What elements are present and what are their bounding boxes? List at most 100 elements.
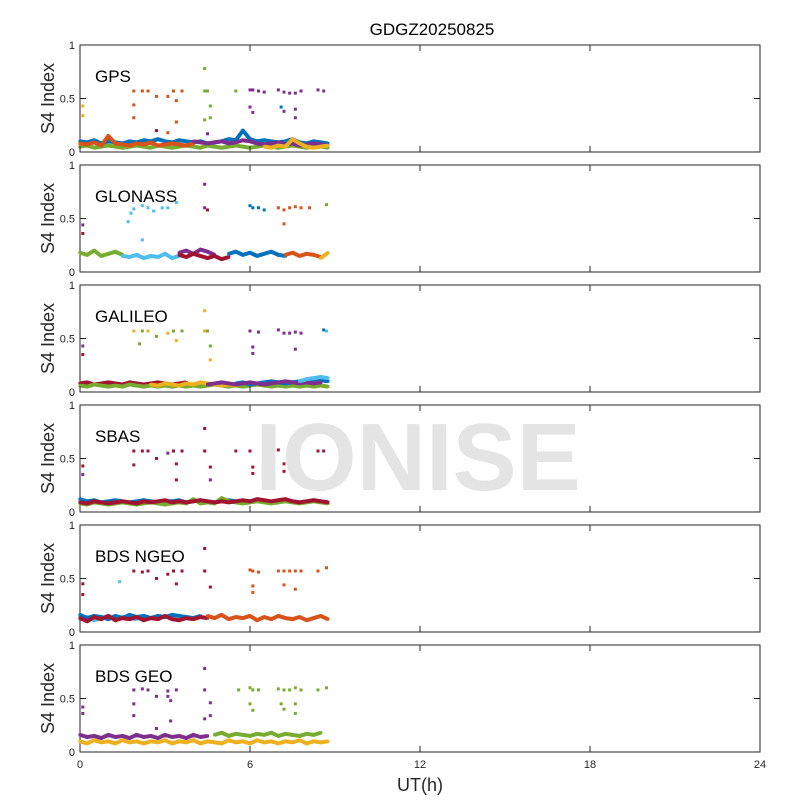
data-point (269, 381, 273, 385)
data-point (170, 613, 174, 617)
data-point (121, 616, 124, 620)
data-point (262, 138, 266, 142)
panel-gps: 0 0.5 1 S4 Index GPS (38, 40, 761, 159)
data-point (156, 499, 160, 503)
axes-box (79, 524, 761, 633)
data-point (220, 731, 224, 735)
outlier-point (203, 182, 207, 186)
data-point (206, 734, 209, 738)
outlier-point (251, 688, 255, 692)
data-point (234, 144, 238, 148)
outlier-point (288, 206, 292, 210)
outlier-point (81, 104, 85, 108)
data-point (298, 385, 302, 389)
data-point (121, 143, 124, 147)
outlier-point (208, 701, 212, 705)
data-point (170, 735, 174, 739)
data-point (220, 146, 224, 150)
outlier-point (248, 686, 252, 690)
outlier-point (140, 687, 144, 691)
data-point (255, 738, 259, 742)
outlier-point (155, 129, 158, 133)
data-point (206, 383, 209, 387)
outlier-point (288, 91, 292, 95)
outlier-point (251, 584, 255, 588)
data-point (312, 385, 316, 389)
x-tick-label: 12 (414, 759, 426, 771)
outlier-point (203, 569, 207, 573)
outlier-point (316, 688, 320, 692)
data-point (234, 732, 238, 736)
outlier-point (126, 220, 130, 224)
data-point (177, 384, 181, 388)
data-point (113, 618, 117, 622)
data-point (326, 739, 330, 743)
outlier-point (152, 209, 156, 213)
data-point (135, 381, 139, 385)
outlier-point (132, 463, 136, 467)
outlier-point (299, 89, 303, 93)
outlier-point (206, 208, 209, 212)
outlier-point (208, 478, 212, 482)
data-point (170, 146, 174, 150)
data-point (248, 380, 252, 384)
outlier-point (140, 449, 144, 453)
outlier-point (299, 688, 303, 692)
series-green-band (214, 730, 322, 738)
data-point (312, 616, 316, 620)
data-point (298, 500, 302, 504)
data-point (291, 740, 294, 744)
outlier-point (293, 330, 297, 334)
outlier-point (208, 714, 212, 718)
data-point (312, 379, 316, 383)
data-point (156, 144, 160, 148)
data-point (191, 497, 195, 501)
outlier-point (203, 309, 207, 313)
outlier-point (206, 329, 209, 333)
outlier-point (166, 451, 170, 455)
outlier-point (81, 231, 85, 235)
data-point (149, 734, 153, 738)
data-point (291, 617, 294, 621)
chart-title: GDGZ20250825 (370, 20, 495, 39)
outlier-point (166, 94, 170, 98)
data-point (213, 740, 217, 744)
outlier-point (325, 566, 328, 570)
y-tick-label: 1 (69, 520, 75, 532)
data-point (163, 384, 167, 388)
data-point (298, 141, 302, 145)
data-point (170, 741, 174, 745)
y-tick-label: 1 (69, 160, 75, 172)
data-point (248, 614, 252, 618)
data-point (326, 251, 330, 255)
data-point (234, 138, 238, 142)
data-point (269, 617, 273, 621)
outlier-point (146, 449, 150, 453)
outlier-point (155, 726, 158, 730)
panel-label: GPS (95, 67, 131, 86)
outlier-point (257, 206, 260, 210)
outlier-point (325, 203, 328, 207)
data-point (312, 498, 316, 502)
outlier-point (248, 204, 252, 208)
data-point (291, 384, 294, 388)
data-point (319, 140, 323, 144)
outlier-point (316, 449, 320, 453)
data-point (142, 735, 146, 739)
data-point (113, 500, 117, 504)
data-point (298, 738, 302, 742)
data-point (156, 740, 160, 744)
data-point (206, 256, 209, 260)
data-point (241, 129, 245, 133)
data-point (191, 733, 195, 737)
data-point (269, 139, 273, 143)
data-point (149, 146, 153, 150)
data-point (191, 252, 195, 256)
data-point (78, 739, 82, 743)
data-point (298, 379, 302, 383)
outlier-point (322, 328, 326, 332)
data-point (198, 385, 202, 389)
data-point (269, 501, 273, 505)
outlier-point (180, 449, 184, 453)
